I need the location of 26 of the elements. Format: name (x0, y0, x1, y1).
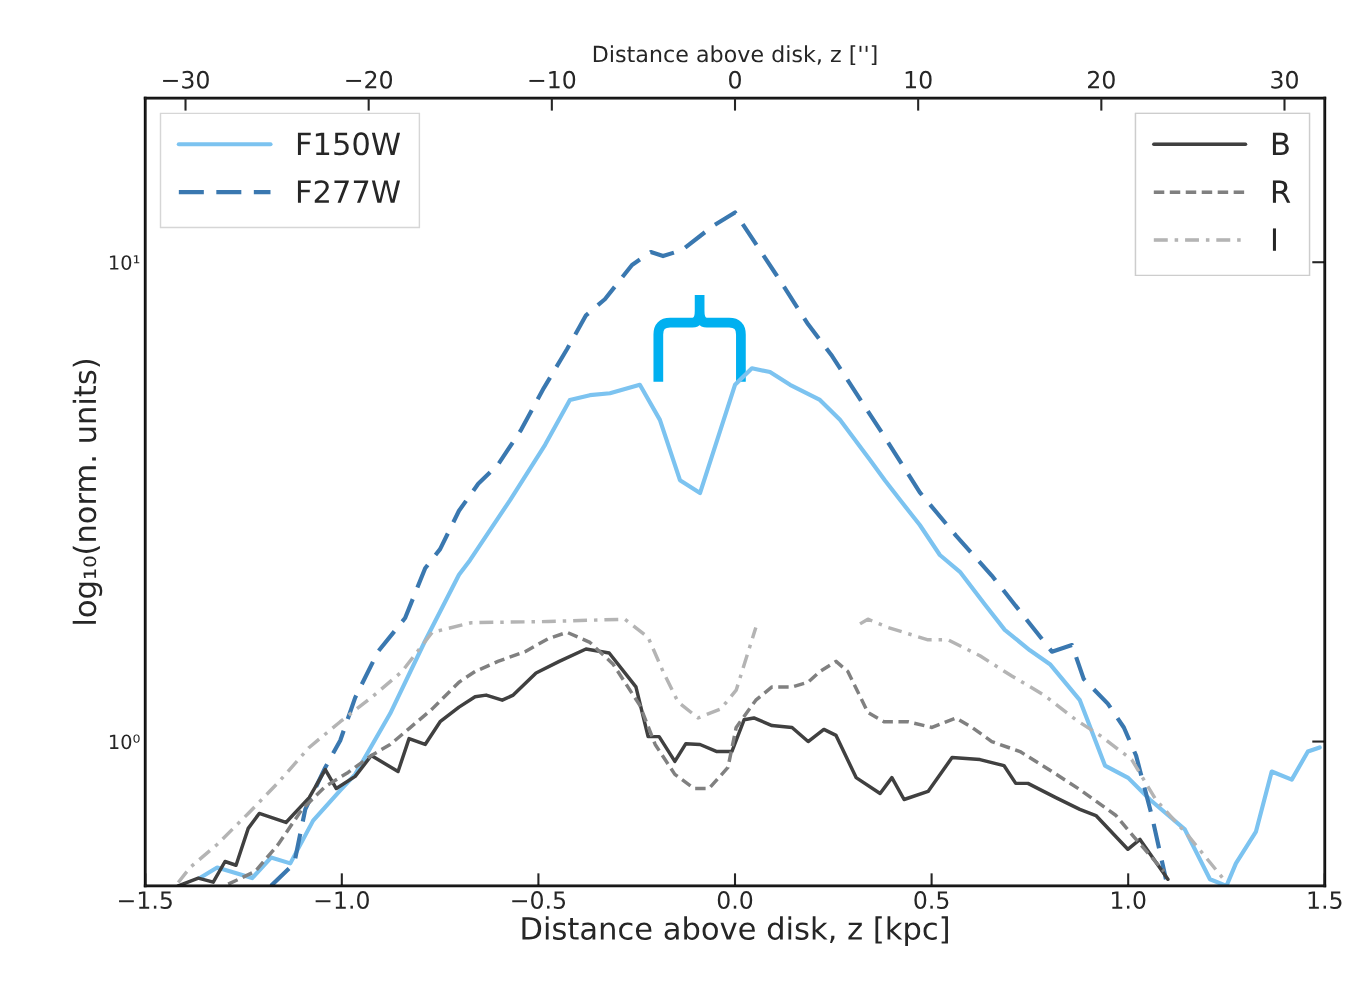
legend-label: B (1272, 132, 1289, 155)
x-tick-label: 0.5 (914, 891, 949, 909)
x2-tick-label: −10 (529, 70, 576, 89)
line-series (198, 366, 1322, 886)
x-tick-label: −1.0 (315, 891, 369, 909)
y-axis-title: log₁₀(norm. units) (72, 359, 103, 624)
x-tick-label: 0.0 (717, 891, 753, 909)
line-series (268, 210, 1169, 886)
legend-label: R (1272, 180, 1291, 203)
legend-label: I (1272, 228, 1276, 251)
x-tick-label: −1.5 (119, 891, 172, 909)
x2-tick-label: −30 (163, 70, 209, 89)
x2-axis-title: Distance above disk, z [''] (593, 45, 877, 65)
legend-label: F150W (297, 132, 401, 156)
y-tick-label: 10⁰ (109, 734, 140, 750)
x-axis-title: Distance above disk, z [kpc] (522, 916, 948, 946)
x2-tick-label: 20 (1088, 70, 1115, 89)
x2-tick-label: 30 (1271, 70, 1298, 89)
x2-tick-label: 10 (905, 70, 932, 89)
x2-tick-label: −20 (346, 70, 393, 89)
x-tick-label: 1.5 (1308, 891, 1342, 909)
x-tick-label: −0.5 (512, 891, 566, 909)
y-tick-label: 10¹ (109, 255, 140, 270)
x2-tick-label: 0 (729, 70, 741, 89)
legend-label: F277W (297, 180, 401, 203)
x-tick-label: 1.0 (1112, 891, 1146, 909)
